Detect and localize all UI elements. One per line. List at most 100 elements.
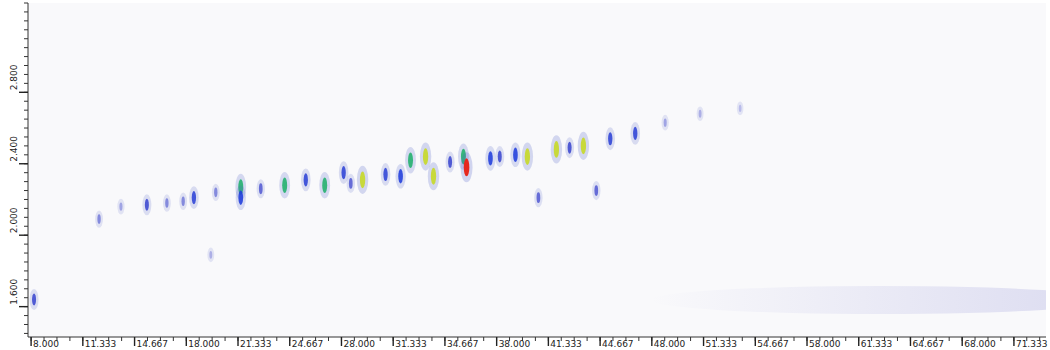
y-minor-tick: [24, 136, 28, 137]
x-tick-label: 64.667: [912, 339, 944, 349]
x-tick-label: 41.333: [550, 339, 582, 349]
peak-halo: [319, 172, 330, 198]
y-minor-tick: [24, 253, 28, 254]
y-tick: [19, 234, 28, 235]
y-minor-tick: [24, 244, 28, 245]
y-tick-label: 2.800: [9, 64, 19, 90]
peak: [322, 177, 327, 193]
peak-halo: [95, 210, 103, 227]
x-tick: [806, 337, 807, 346]
peak: [97, 214, 100, 224]
peak-halo: [578, 132, 589, 160]
x-minor-tick: [742, 337, 743, 341]
peak: [554, 141, 559, 158]
peak: [525, 148, 530, 165]
y-minor-tick: [24, 29, 28, 30]
y-tick-label: 2.000: [9, 207, 19, 233]
x-minor-tick: [69, 337, 70, 341]
y-minor-tick: [24, 56, 28, 57]
x-tick-label: 71.333: [1016, 339, 1048, 349]
peak: [192, 191, 196, 204]
x-tick: [1013, 337, 1014, 346]
peak-halo: [381, 163, 391, 186]
x-minor-tick: [794, 337, 795, 341]
peak: [304, 173, 308, 186]
peak: [431, 168, 436, 185]
peak: [398, 169, 403, 183]
peak-halo: [212, 184, 220, 201]
peak-halo: [510, 143, 520, 168]
peak-halo: [357, 166, 368, 194]
y-minor-tick: [24, 38, 28, 39]
x-tick-label: 44.667: [602, 339, 634, 349]
peak-halo: [279, 172, 290, 198]
y-minor-tick: [24, 181, 28, 182]
peak-halo: [189, 186, 199, 209]
y-minor-tick: [24, 172, 28, 173]
y-minor-tick: [24, 3, 28, 4]
x-tick: [237, 337, 238, 346]
y-tick-label: 2.400: [9, 136, 19, 162]
peak: [568, 142, 572, 154]
peak: [209, 251, 212, 259]
x-minor-tick: [949, 337, 950, 341]
peak: [581, 137, 586, 154]
x-tick: [341, 337, 342, 346]
peak: [448, 156, 452, 168]
peak: [633, 127, 637, 140]
peak-halo: [395, 164, 405, 189]
y-minor-tick: [24, 315, 28, 316]
peak: [498, 151, 502, 163]
x-tick-label: 24.667: [292, 339, 324, 349]
peak-halo: [405, 147, 416, 173]
y-minor-tick: [24, 145, 28, 146]
peak: [259, 183, 263, 194]
x-minor-tick: [638, 337, 639, 341]
baseline-bleed: [650, 286, 1046, 314]
x-tick: [82, 337, 83, 346]
x-minor-tick: [1000, 337, 1001, 341]
x-tick: [910, 337, 911, 346]
y-tick-label: 1.600: [9, 279, 19, 305]
x-tick-label: 61.333: [861, 339, 893, 349]
x-tick-label: 54.667: [757, 339, 789, 349]
x-minor-tick: [690, 337, 691, 341]
peak: [119, 202, 122, 210]
x-tick-label: 51.333: [706, 339, 738, 349]
peak: [383, 168, 387, 181]
peak: [537, 192, 541, 203]
x-minor-tick: [845, 337, 846, 341]
peak: [214, 188, 217, 198]
peak-halo: [207, 247, 214, 262]
peak: [739, 105, 742, 112]
y-tick: [19, 163, 28, 164]
x-tick-label: 68.000: [964, 339, 996, 349]
x-tick: [289, 337, 290, 346]
x-tick-label: 11.333: [85, 339, 117, 349]
peak-halo: [737, 101, 744, 115]
peak-halo: [461, 152, 473, 182]
x-axis-line: [28, 337, 1046, 338]
peak-halo: [697, 106, 704, 121]
y-minor-tick: [24, 47, 28, 48]
peak-halo: [565, 137, 574, 158]
x-tick: [755, 337, 756, 346]
peak: [423, 148, 428, 165]
peak: [165, 198, 168, 208]
y-minor-tick: [24, 65, 28, 66]
y-minor-tick: [24, 333, 28, 334]
y-minor-tick: [24, 208, 28, 209]
x-tick: [186, 337, 187, 346]
x-tick-label: 28.000: [343, 339, 375, 349]
peak-halo: [117, 199, 124, 215]
peak: [238, 190, 243, 204]
x-tick-label: 21.333: [240, 339, 271, 349]
y-minor-tick: [24, 110, 28, 111]
x-minor-tick: [431, 337, 432, 341]
peak: [182, 196, 185, 206]
peak: [594, 185, 598, 196]
y-tick: [19, 306, 28, 307]
x-tick: [134, 337, 135, 346]
y-minor-tick: [24, 199, 28, 200]
x-tick: [703, 337, 704, 346]
